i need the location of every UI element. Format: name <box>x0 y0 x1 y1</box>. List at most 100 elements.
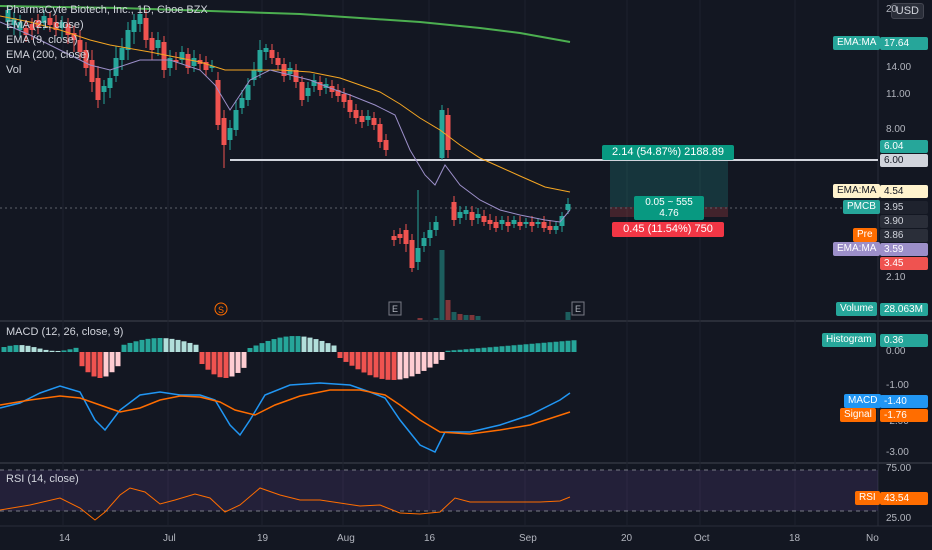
main-legend: PharmaCyte Biotech, Inc., 1D, Cboe BZX E… <box>6 3 208 78</box>
candle-body <box>409 240 415 268</box>
candle-body <box>353 110 359 118</box>
macd-title[interactable]: MACD (12, 26, close, 9) <box>6 326 124 338</box>
histogram-bar <box>25 345 31 352</box>
symbol-tag-value: 3.95 <box>880 201 928 214</box>
histogram-bar <box>301 336 307 352</box>
histogram-bar <box>103 352 109 377</box>
histogram-bar <box>181 341 187 352</box>
histogram-bar <box>151 338 157 352</box>
macd-line <box>0 382 571 453</box>
histogram-bar <box>109 352 115 373</box>
candle-body <box>89 60 95 82</box>
currency-selector[interactable]: USD <box>890 3 924 19</box>
histogram-bar <box>175 339 181 352</box>
value-390-tag: 3.90 <box>880 215 928 228</box>
candle-body <box>35 20 41 27</box>
candle-body <box>377 124 383 142</box>
time-axis-label: Jul <box>163 533 176 544</box>
candle-body <box>209 66 215 68</box>
candle-body <box>59 22 65 28</box>
candle-body <box>397 234 403 238</box>
candle-body <box>535 222 541 224</box>
candle-body <box>505 222 511 226</box>
histogram-bar <box>451 350 457 352</box>
candle-body <box>95 78 101 100</box>
histogram-bar <box>481 347 487 352</box>
earnings-marker-2[interactable]: E <box>571 301 585 316</box>
rsi-axis-label: 25.00 <box>886 513 912 524</box>
split-marker[interactable]: S <box>214 302 228 316</box>
ema-21-line <box>0 15 571 193</box>
position-center-line-2: 4.76 <box>659 208 679 219</box>
position-center-line-1: 0.05 ~ 555 <box>645 197 693 208</box>
candle-body <box>203 62 209 70</box>
candle-body <box>251 70 257 80</box>
histogram-bar <box>373 352 379 378</box>
histogram-bar <box>223 352 229 378</box>
candle-body <box>451 202 457 220</box>
candle-body <box>499 220 505 224</box>
histogram-bar <box>31 347 37 352</box>
histogram-bar <box>271 339 277 352</box>
histogram-bar <box>331 345 337 352</box>
time-axis-label: 19 <box>257 533 269 544</box>
candle-body <box>257 50 263 72</box>
earnings-marker-2-label: E <box>575 304 581 314</box>
candle-body <box>71 33 77 40</box>
candle-body <box>185 54 191 68</box>
histogram-bar <box>187 342 193 352</box>
volume-label: Volume <box>836 302 878 316</box>
volume-bar <box>565 312 571 320</box>
candle-body <box>77 40 83 52</box>
histogram-bar <box>361 352 367 373</box>
indicator-ema200[interactable]: EMA (200, close) <box>6 49 90 61</box>
profit-label[interactable]: 2.14 (54.87%) 2188.89 <box>602 145 734 160</box>
price-axis-label: 11.00 <box>886 89 911 100</box>
histogram-bar <box>439 352 445 360</box>
histogram-bar <box>523 344 529 352</box>
indicator-ema9[interactable]: EMA (9, close) <box>6 34 78 46</box>
candle-body <box>433 222 439 230</box>
vertical-grid <box>62 0 796 526</box>
candle-body <box>149 38 155 50</box>
candle-body <box>565 204 571 210</box>
split-marker-label: S <box>218 305 224 315</box>
histogram-bar <box>43 349 49 352</box>
candle-body <box>553 226 559 230</box>
volume-bar <box>463 315 469 320</box>
indicator-ema21[interactable]: EMA (21, close) <box>6 19 84 31</box>
indicator-volume[interactable]: Vol <box>6 64 22 76</box>
candle-body <box>23 28 29 35</box>
signal-label: Signal <box>840 408 876 422</box>
ema-9-line <box>0 21 571 223</box>
candle-body <box>65 24 71 35</box>
histogram-bar <box>307 337 313 352</box>
candle-body <box>463 210 469 214</box>
histogram-bar <box>169 338 175 352</box>
candle-body <box>245 85 251 100</box>
candle-body <box>5 10 11 22</box>
position-center-label[interactable]: 0.05 ~ 555 4.76 <box>634 196 704 220</box>
histogram-bar <box>571 340 577 352</box>
time-axis-label: Sep <box>519 533 537 544</box>
level-value-tag: 6.00 <box>880 154 928 167</box>
macd-value: -1.40 <box>880 395 928 408</box>
candle-body <box>341 94 347 102</box>
histogram-bar <box>37 348 43 352</box>
signal-value: -1.76 <box>880 409 928 422</box>
rsi-title[interactable]: RSI (14, close) <box>6 473 79 485</box>
macd-axis-label: 0.00 <box>886 346 906 357</box>
histogram-bar <box>7 345 13 352</box>
histogram-bar <box>565 340 571 352</box>
histogram-bar <box>319 340 325 352</box>
histogram-bar <box>325 343 331 352</box>
volume-bar <box>457 314 463 320</box>
loss-label[interactable]: 0.45 (11.54%) 750 <box>612 222 724 237</box>
time-axis-label: No <box>866 533 879 544</box>
symbol-title[interactable]: PharmaCyte Biotech, Inc., 1D, Cboe BZX <box>6 4 208 16</box>
earnings-marker-1[interactable]: E <box>388 301 402 316</box>
histogram-bar <box>193 344 199 352</box>
candle-body <box>365 116 371 120</box>
